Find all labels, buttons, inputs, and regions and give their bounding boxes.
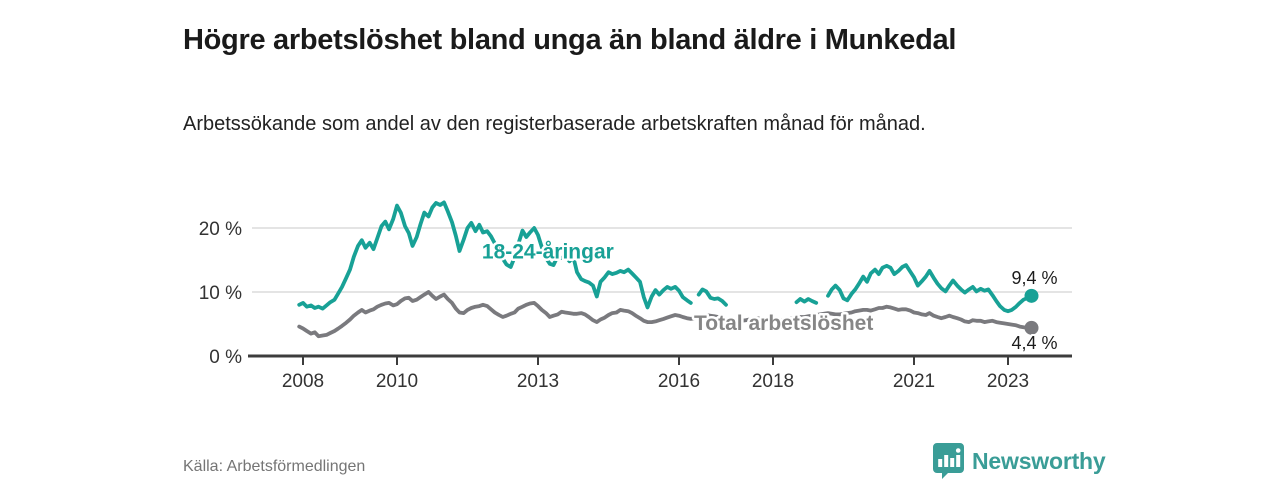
x-tick-label: 2013 bbox=[517, 371, 559, 392]
chart-subtitle: Arbetssökande som andel av den registerb… bbox=[183, 113, 926, 135]
end-value-label-Total arbetslöshet: 4,4 % bbox=[1011, 333, 1057, 353]
source-note: Källa: Arbetsförmedlingen bbox=[183, 458, 366, 475]
series-line-Total arbetslöshet bbox=[297, 290, 1034, 339]
end-value-label-18-24-åringar: 9,4 % bbox=[1011, 268, 1057, 288]
y-tick-label: 0 % bbox=[209, 347, 242, 368]
series-line-18-24-åringar bbox=[297, 200, 1034, 314]
x-tick-label: 2008 bbox=[282, 371, 324, 392]
end-dot-Total arbetslöshet bbox=[1024, 320, 1039, 335]
newsworthy-logo-text: Newsworthy bbox=[972, 447, 1106, 474]
chart-title: Högre arbetslöshet bland unga än bland ä… bbox=[183, 24, 957, 57]
series-label-Total arbetslöshet: Total arbetslöshet bbox=[694, 312, 873, 335]
y-tick-label: 20 % bbox=[199, 219, 242, 240]
end-dot-18-24-åringar bbox=[1024, 288, 1039, 303]
x-tick-label: 2010 bbox=[376, 371, 418, 392]
y-tick-label: 10 % bbox=[199, 283, 242, 304]
x-tick-label: 2016 bbox=[658, 371, 700, 392]
x-tick-label: 2023 bbox=[987, 371, 1029, 392]
series-label-18-24-åringar: 18-24-åringar bbox=[482, 241, 614, 264]
x-tick-label: 2018 bbox=[752, 371, 794, 392]
newsworthy-logo-icon bbox=[933, 443, 964, 479]
newsworthy-logo: Newsworthy bbox=[933, 443, 1106, 479]
x-tick-label: 2021 bbox=[893, 371, 935, 392]
